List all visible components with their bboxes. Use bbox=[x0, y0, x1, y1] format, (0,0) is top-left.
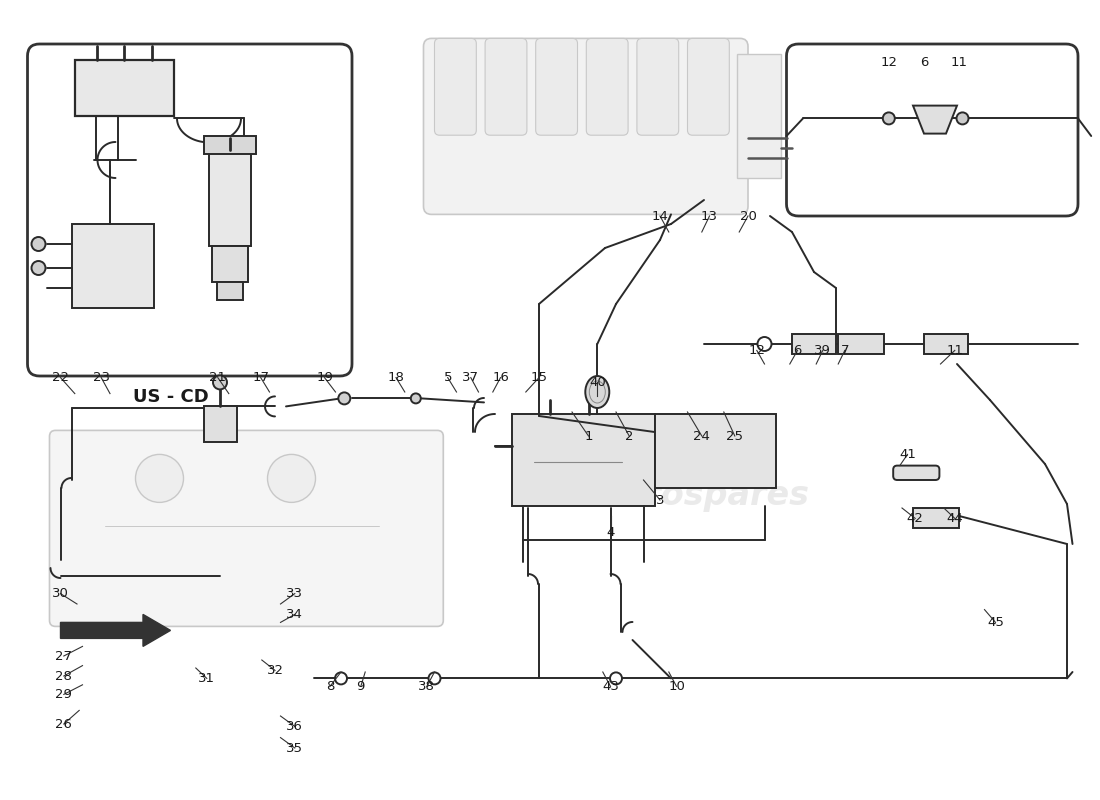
Ellipse shape bbox=[410, 394, 421, 403]
Ellipse shape bbox=[585, 376, 609, 408]
Text: 1: 1 bbox=[584, 430, 593, 442]
Text: 16: 16 bbox=[492, 371, 509, 384]
Text: 23: 23 bbox=[92, 371, 110, 384]
Ellipse shape bbox=[213, 375, 227, 390]
Text: 30: 30 bbox=[52, 587, 69, 600]
Ellipse shape bbox=[814, 339, 825, 349]
Text: 6: 6 bbox=[793, 344, 802, 357]
Text: 4: 4 bbox=[606, 526, 615, 538]
Text: 44: 44 bbox=[946, 512, 964, 525]
Text: 14: 14 bbox=[651, 210, 669, 222]
Ellipse shape bbox=[135, 454, 184, 502]
Text: 27: 27 bbox=[55, 650, 73, 662]
Text: 43: 43 bbox=[602, 680, 619, 693]
Text: 40: 40 bbox=[588, 376, 606, 389]
Polygon shape bbox=[60, 614, 170, 646]
Text: 15: 15 bbox=[530, 371, 548, 384]
Text: 29: 29 bbox=[55, 688, 73, 701]
Ellipse shape bbox=[339, 392, 350, 404]
FancyBboxPatch shape bbox=[688, 38, 729, 135]
FancyBboxPatch shape bbox=[434, 38, 476, 135]
Ellipse shape bbox=[934, 336, 949, 352]
Ellipse shape bbox=[883, 112, 894, 124]
Bar bbox=[654, 414, 777, 488]
FancyBboxPatch shape bbox=[893, 466, 939, 480]
Text: 11: 11 bbox=[950, 56, 968, 69]
Text: 38: 38 bbox=[418, 680, 436, 693]
Ellipse shape bbox=[758, 337, 771, 351]
Text: 41: 41 bbox=[899, 448, 916, 461]
Text: 26: 26 bbox=[55, 718, 73, 730]
Text: 37: 37 bbox=[462, 371, 480, 384]
Bar bbox=[75, 60, 174, 116]
Text: 33: 33 bbox=[286, 587, 304, 600]
FancyBboxPatch shape bbox=[424, 38, 748, 214]
Ellipse shape bbox=[429, 672, 440, 684]
Text: 17: 17 bbox=[252, 371, 270, 384]
Bar bbox=[204, 136, 256, 154]
Text: 10: 10 bbox=[668, 680, 685, 693]
Text: 21: 21 bbox=[209, 371, 227, 384]
Text: 5: 5 bbox=[443, 371, 452, 384]
FancyBboxPatch shape bbox=[50, 430, 443, 626]
Bar bbox=[204, 406, 236, 442]
Ellipse shape bbox=[32, 261, 45, 275]
FancyBboxPatch shape bbox=[637, 38, 679, 135]
Text: 9: 9 bbox=[356, 680, 365, 693]
Text: 42: 42 bbox=[906, 512, 924, 525]
Text: 31: 31 bbox=[198, 672, 216, 685]
Bar bbox=[217, 282, 243, 300]
Text: 12: 12 bbox=[748, 344, 766, 357]
Text: 35: 35 bbox=[286, 742, 304, 754]
Bar bbox=[512, 414, 654, 506]
Ellipse shape bbox=[336, 672, 346, 684]
Ellipse shape bbox=[610, 672, 621, 684]
Text: 24: 24 bbox=[693, 430, 711, 442]
Text: 39: 39 bbox=[814, 344, 832, 357]
Text: 36: 36 bbox=[286, 720, 304, 733]
Text: 11: 11 bbox=[946, 344, 964, 357]
Text: 8: 8 bbox=[326, 680, 334, 693]
Ellipse shape bbox=[957, 112, 968, 124]
Text: eurospares: eurospares bbox=[158, 479, 370, 513]
Text: 13: 13 bbox=[701, 210, 718, 222]
FancyBboxPatch shape bbox=[28, 44, 352, 376]
Bar bbox=[72, 224, 154, 308]
Text: 12: 12 bbox=[880, 56, 898, 69]
FancyBboxPatch shape bbox=[536, 38, 578, 135]
Text: 34: 34 bbox=[286, 608, 304, 621]
Bar bbox=[212, 246, 248, 282]
Text: 32: 32 bbox=[266, 664, 284, 677]
Text: 19: 19 bbox=[316, 371, 333, 384]
Text: 3: 3 bbox=[656, 494, 664, 506]
Bar bbox=[209, 150, 251, 246]
Polygon shape bbox=[913, 106, 957, 134]
Text: 25: 25 bbox=[726, 430, 744, 442]
Text: 45: 45 bbox=[987, 616, 1004, 629]
Text: 18: 18 bbox=[387, 371, 405, 384]
Text: 28: 28 bbox=[55, 670, 73, 682]
Ellipse shape bbox=[32, 237, 45, 251]
FancyBboxPatch shape bbox=[586, 38, 628, 135]
Bar bbox=[737, 54, 781, 178]
FancyBboxPatch shape bbox=[485, 38, 527, 135]
Text: 6: 6 bbox=[920, 56, 928, 69]
Text: 7: 7 bbox=[840, 344, 849, 357]
Ellipse shape bbox=[267, 454, 316, 502]
Bar bbox=[792, 334, 836, 354]
Text: US - CD: US - CD bbox=[133, 388, 208, 406]
Text: eurospares: eurospares bbox=[598, 479, 810, 513]
Text: 2: 2 bbox=[625, 430, 634, 442]
Bar bbox=[913, 508, 959, 528]
Text: 22: 22 bbox=[52, 371, 69, 384]
Text: 20: 20 bbox=[739, 210, 757, 222]
FancyBboxPatch shape bbox=[786, 44, 1078, 216]
Bar bbox=[924, 334, 968, 354]
Bar bbox=[838, 334, 884, 354]
